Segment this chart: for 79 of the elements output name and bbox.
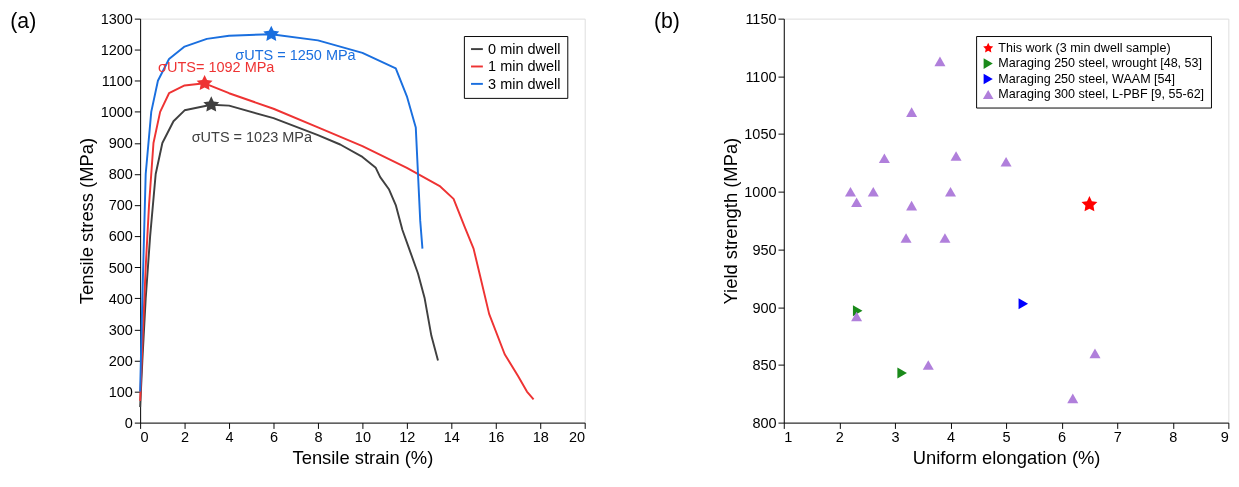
- legend-label: Maraging 250 steel, WAAM [54]: [998, 71, 1176, 86]
- point: [906, 200, 918, 211]
- x-tick-label: 16: [488, 429, 505, 446]
- x-tick-label: 1: [784, 429, 793, 446]
- x-tick-label: 6: [269, 429, 279, 446]
- x-tick-label: 0: [140, 429, 149, 446]
- x-tick-label: 4: [946, 429, 956, 446]
- x-tick-label: 20: [569, 429, 586, 446]
- point: [851, 197, 863, 207]
- point: [844, 187, 856, 197]
- point: [934, 56, 946, 67]
- point: [906, 107, 918, 117]
- point: [1089, 348, 1101, 359]
- point: [867, 187, 879, 197]
- y-tick-label: 800: [108, 166, 133, 183]
- x-tick-label: 8: [314, 429, 323, 446]
- legend-label: 3 min dwell: [488, 75, 561, 92]
- point: [203, 96, 220, 112]
- y-tick-label: 200: [108, 352, 133, 369]
- point: [1018, 298, 1029, 310]
- point: [945, 187, 957, 197]
- point: [263, 25, 280, 41]
- x-tick-label: 4: [225, 429, 234, 446]
- annotation: σUTS = 1023 MPa: [191, 129, 314, 146]
- x-tick-label: 5: [1002, 429, 1011, 446]
- x-axis-title: Tensile strain (%): [292, 446, 434, 468]
- point: [851, 311, 863, 322]
- y-tick-label: 400: [108, 290, 133, 307]
- y-tick-label: 900: [108, 135, 133, 152]
- point: [897, 367, 907, 379]
- point: [950, 151, 962, 161]
- y-tick-label: 1100: [745, 68, 777, 85]
- x-tick-label: 9: [1220, 429, 1229, 446]
- point: [1000, 157, 1012, 167]
- y-tick-label: 0: [124, 414, 133, 431]
- y-tick-label: 1150: [745, 10, 777, 27]
- legend-label: This work (3 min dwell sample): [998, 40, 1171, 55]
- x-tick-label: 2: [181, 429, 190, 446]
- x-tick-label: 7: [1113, 429, 1122, 446]
- x-tick-label: 8: [1169, 429, 1178, 446]
- y-tick-label: 950: [752, 241, 777, 258]
- point: [1067, 393, 1079, 404]
- y-tick-label: 1050: [744, 126, 777, 143]
- y-tick-label: 1100: [101, 73, 133, 90]
- y-tick-label: 800: [752, 414, 777, 431]
- x-tick-label: 6: [1058, 429, 1067, 446]
- point: [196, 74, 213, 91]
- y-tick-label: 100: [108, 383, 133, 400]
- point: [878, 153, 890, 164]
- y-tick-label: 900: [752, 299, 777, 316]
- point: [1081, 196, 1098, 212]
- y-tick-label: 700: [108, 197, 133, 214]
- y-tick-label: 1000: [100, 104, 133, 121]
- point: [939, 233, 951, 243]
- x-tick-label: 3: [891, 429, 900, 446]
- x-tick-label: 18: [532, 429, 549, 446]
- point: [852, 305, 863, 317]
- legend-label: Maraging 300 steel, L-PBF [9, 55-62]: [998, 87, 1205, 102]
- y-tick-label: 1000: [744, 184, 777, 201]
- legend-label: 0 min dwell: [488, 40, 561, 57]
- x-tick-label: 12: [399, 429, 416, 446]
- point: [922, 360, 934, 370]
- y-axis-title: Tensile stress (MPa): [75, 137, 97, 305]
- x-tick-label: 10: [354, 429, 371, 446]
- chart-title: (a): [10, 9, 37, 34]
- x-axis-title: Uniform elongation (%): [912, 446, 1101, 468]
- x-tick-label: 14: [443, 429, 460, 446]
- chart-title: (b): [653, 9, 680, 34]
- y-tick-label: 300: [108, 321, 133, 338]
- y-tick-label: 600: [108, 228, 133, 245]
- y-tick-label: 1300: [100, 10, 133, 27]
- y-tick-label: 500: [108, 259, 133, 276]
- point: [900, 233, 912, 243]
- y-tick-label: 850: [752, 357, 777, 374]
- legend-label: 1 min dwell: [488, 58, 561, 75]
- legend-label: Maraging 250 steel, wrought [48, 53]: [998, 56, 1203, 71]
- y-axis-title: Yield strength (MPa): [719, 137, 741, 305]
- x-tick-label: 2: [835, 429, 844, 446]
- y-tick-label: 1200: [100, 42, 133, 59]
